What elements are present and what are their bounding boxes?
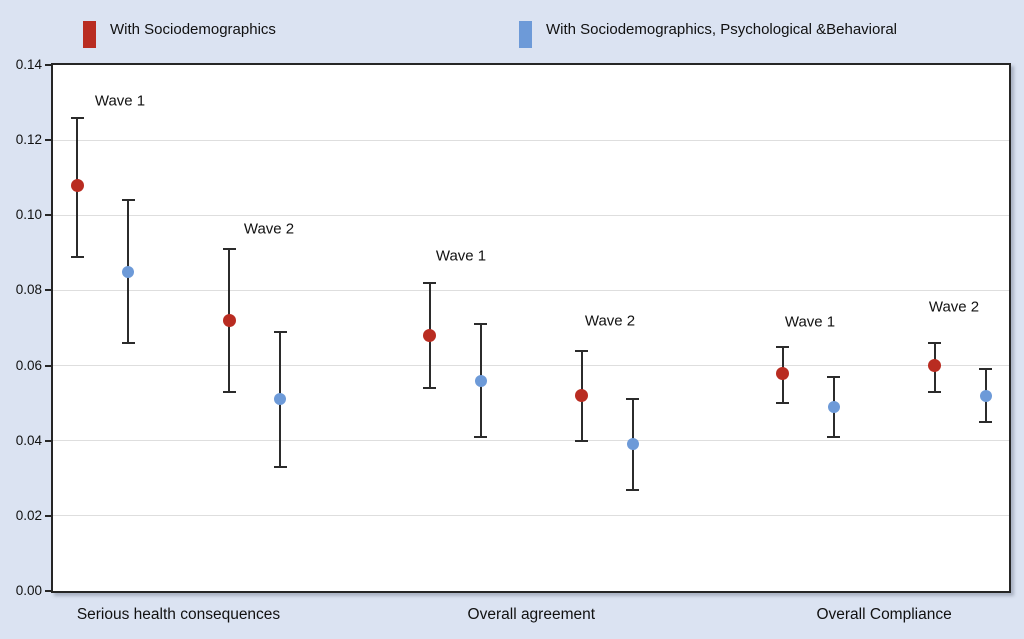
data-point-marker <box>474 374 487 387</box>
error-bar-cap-top <box>626 398 640 401</box>
y-axis-tick-label: 0.02 <box>15 507 42 523</box>
error-bar-cap-top <box>776 345 790 348</box>
gridline <box>53 214 1009 216</box>
error-bar-cap-bottom <box>928 390 942 393</box>
y-axis-tick <box>45 289 51 292</box>
wave-label: Wave 2 <box>928 298 980 316</box>
error-bar-cap-top <box>70 116 84 119</box>
plot-area: Wave 1 Wave 2 Wave 1 Wave 2 Wave 1 Wave 2 <box>51 63 1011 593</box>
legend-swatch-blue <box>519 21 532 48</box>
y-axis-tick-label: 0.06 <box>15 357 42 373</box>
data-point-marker <box>70 178 84 192</box>
category-label: Overall Compliance <box>816 606 952 623</box>
data-point-marker <box>575 389 589 403</box>
wave-label: Wave 1 <box>435 247 487 265</box>
data-point-marker <box>423 329 437 342</box>
data-point-marker <box>776 366 790 380</box>
category-label: Overall agreement <box>467 606 596 623</box>
error-bar-cap-top <box>423 281 437 284</box>
y-axis-tick <box>45 590 51 592</box>
error-bar-cap-top <box>273 330 287 333</box>
gridline <box>53 515 1009 517</box>
wave-label: Wave 1 <box>784 313 836 331</box>
gridline <box>53 440 1009 442</box>
error-bar-cap-bottom <box>626 488 640 491</box>
wave-label: Wave 2 <box>584 312 636 330</box>
y-axis-tick <box>45 514 51 517</box>
data-point-marker <box>979 389 992 402</box>
y-axis-tick-label: 0.12 <box>15 132 42 148</box>
error-bar-cap-bottom <box>474 435 488 438</box>
data-point-marker <box>626 438 639 451</box>
category-label: Serious health consequences <box>76 606 281 623</box>
gridline <box>53 139 1009 141</box>
y-axis-tick-label: 0.00 <box>15 583 42 598</box>
legend-label: With Sociodemographics <box>110 21 276 38</box>
gridline <box>53 365 1009 367</box>
data-point-marker <box>928 359 942 373</box>
error-bar-cap-bottom <box>575 439 589 442</box>
error-bar-cap-top <box>928 342 942 345</box>
error-bar-cap-top <box>121 199 135 202</box>
error-bar-cap-bottom <box>70 255 84 258</box>
error-bar-cap-top <box>222 248 236 251</box>
error-bar-cap-bottom <box>273 466 287 468</box>
error-bar-cap-bottom <box>979 420 993 423</box>
error-bar-cap-top <box>575 349 589 352</box>
wave-label: Wave 2 <box>243 220 295 238</box>
error-bar-cap-top <box>827 375 841 378</box>
error-bar-cap-top <box>979 368 993 371</box>
legend-item-psychological-behavioral: With Sociodemographics, Psychological &B… <box>519 18 897 48</box>
data-point-marker <box>827 400 840 413</box>
error-bar-cap-bottom <box>423 387 437 390</box>
y-axis-tick-label: 0.14 <box>15 57 42 72</box>
error-bar-cap-bottom <box>222 390 236 393</box>
y-axis-tick-label: 0.08 <box>15 282 42 298</box>
legend-item-sociodemographics: With Sociodemographics <box>83 18 276 48</box>
legend-swatch-red <box>83 21 96 48</box>
data-point-marker <box>122 265 134 278</box>
y-axis-tick <box>45 64 51 66</box>
y-axis-tick <box>45 439 51 442</box>
wave-label: Wave 1 <box>94 92 146 110</box>
y-axis-tick <box>45 139 51 142</box>
error-bar-cap-bottom <box>827 435 841 438</box>
error-bar-cap-bottom <box>776 402 790 405</box>
error-bar-cap-bottom <box>121 342 135 345</box>
gridline <box>53 289 1009 291</box>
y-axis-tick-label: 0.10 <box>15 207 42 223</box>
y-axis-tick <box>45 364 51 367</box>
data-point-marker <box>222 313 236 327</box>
data-point-marker <box>274 393 286 406</box>
legend-label: With Sociodemographics, Psychological &B… <box>546 21 898 38</box>
error-bar-cap-top <box>474 323 488 326</box>
y-axis-tick-label: 0.04 <box>15 432 42 448</box>
y-axis-tick <box>45 214 51 217</box>
